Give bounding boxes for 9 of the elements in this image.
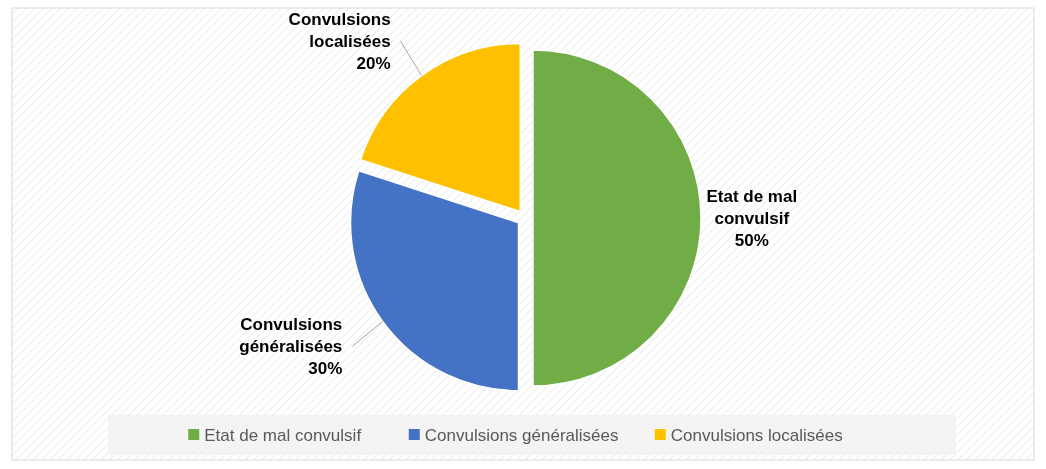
slice-label: Convulsions généralisées (239, 315, 343, 357)
legend-label: Convulsions localisées (670, 426, 843, 445)
slice-label: Etat de mal convulsif (706, 187, 798, 228)
slice-label: Convulsions localisées (288, 10, 391, 52)
legend-label: Etat de mal convulsif (204, 426, 362, 445)
data-label: 50% (734, 231, 769, 250)
data-label: 20% (356, 54, 391, 74)
legend-label: Convulsions généralisées (424, 426, 619, 445)
data-label: 30% (308, 359, 343, 379)
